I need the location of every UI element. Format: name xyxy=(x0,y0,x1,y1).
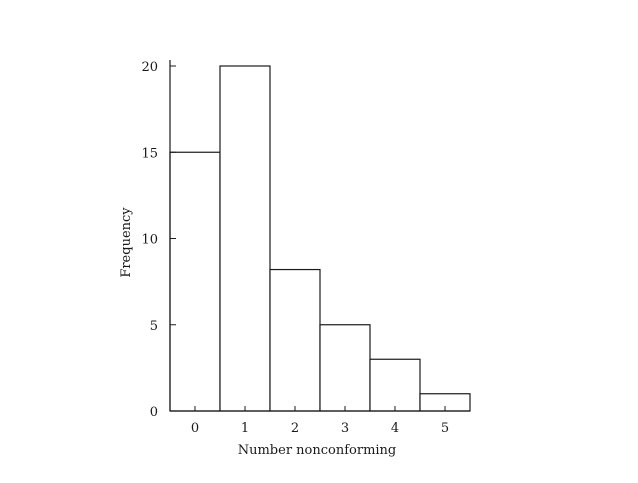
bar-0 xyxy=(169,151,221,412)
bar-3 xyxy=(319,324,371,412)
y-tick-label-20: 20 xyxy=(141,60,158,75)
x-tick-label-1: 1 xyxy=(241,421,249,436)
bar-2 xyxy=(269,268,321,412)
x-tick-label-3: 3 xyxy=(341,421,349,436)
x-tick-label-2: 2 xyxy=(291,421,299,436)
bar-4 xyxy=(369,358,421,412)
bars-group xyxy=(169,65,471,412)
x-ticks-group: 0 1 2 3 4 5 xyxy=(191,406,449,436)
x-tick-label-5: 5 xyxy=(441,421,449,436)
y-tick-label-15: 15 xyxy=(141,146,158,161)
y-tick-label-5: 5 xyxy=(150,319,158,334)
x-tick-label-4: 4 xyxy=(391,421,399,436)
x-tick-label-0: 0 xyxy=(191,421,199,436)
y-tick-label-0: 0 xyxy=(150,405,158,420)
y-tick-label-10: 10 xyxy=(141,233,158,248)
x-axis-label: Number nonconforming xyxy=(238,443,397,458)
bar-1 xyxy=(219,65,271,412)
y-ticks-group: 0 5 10 15 20 xyxy=(141,60,176,420)
y-axis-label: Frequency xyxy=(119,207,134,278)
